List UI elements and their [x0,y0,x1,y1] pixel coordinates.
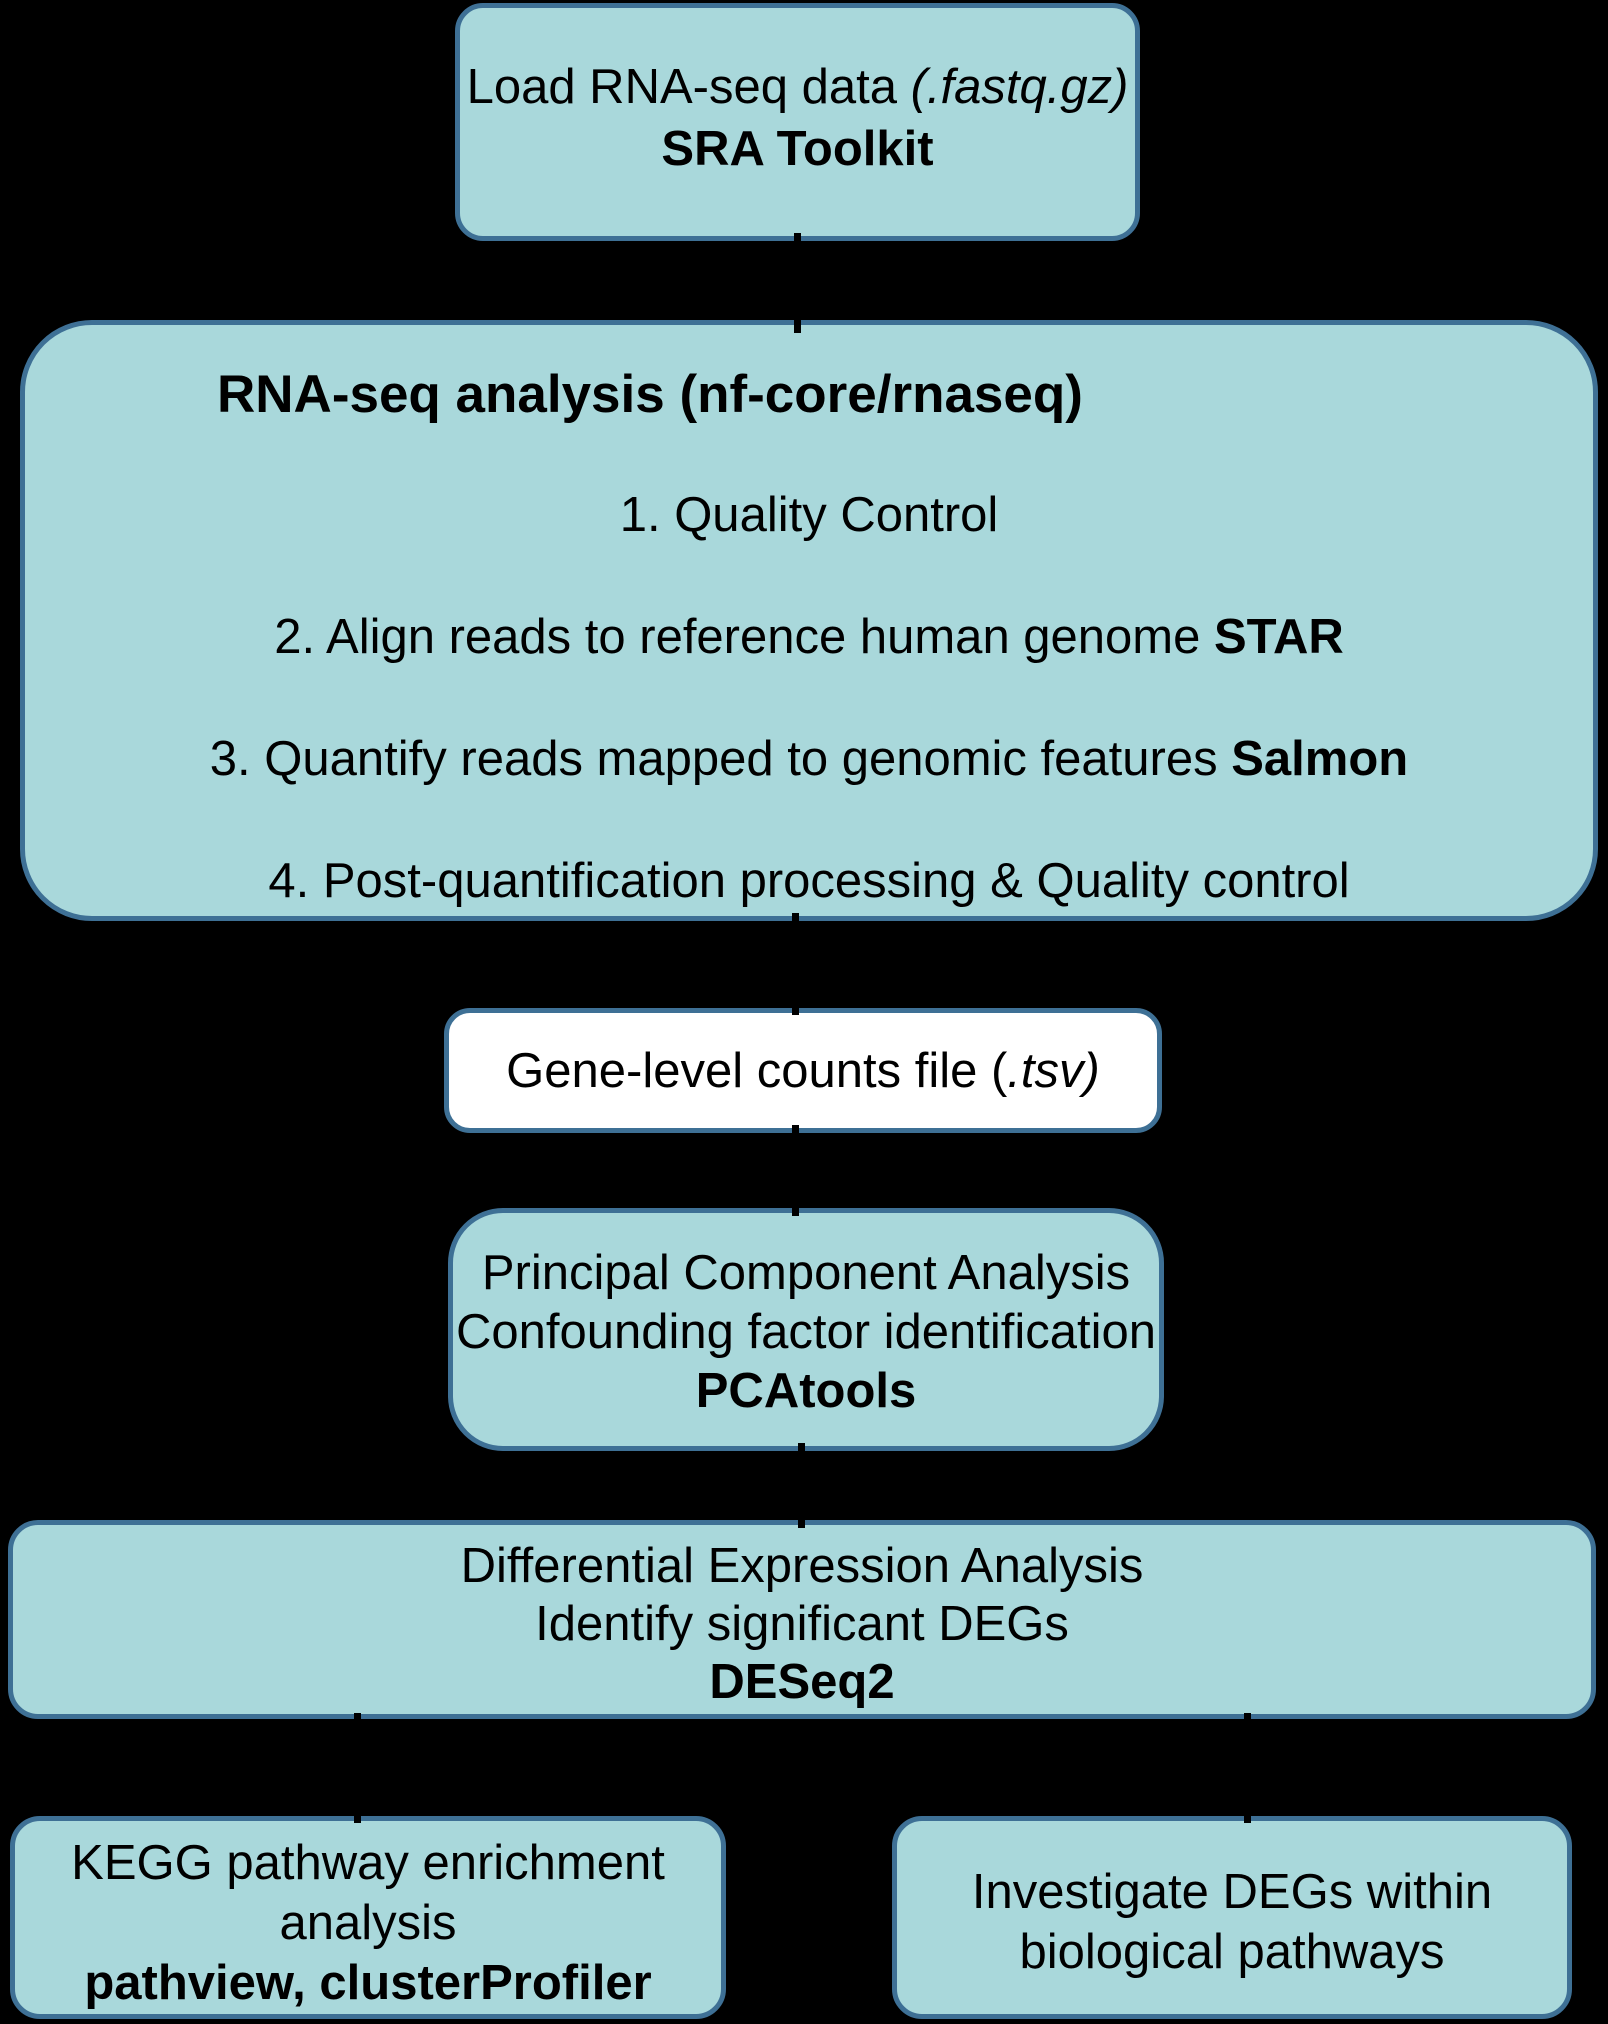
node-pca: Principal Component Analysis Confounding… [448,1208,1164,1451]
pipeline-step-2: 2. Align reads to reference human genome… [25,606,1593,668]
pipeline-step-2-text: 2. Align reads to reference human genome [274,610,1214,664]
pca-tool: PCAtools [695,1364,917,1418]
pipeline-step-4: 4. Post-quantification processing & Qual… [25,850,1593,912]
counts-file-format: .tsv) [1007,1043,1100,1098]
connector-dea-to-pathways [1244,1713,1251,1823]
pipeline-step-3: 3. Quantify reads mapped to genomic feat… [25,728,1593,790]
pca-line-1: Principal Component Analysis [481,1246,1131,1300]
dea-line-1: Differential Expression Analysis [460,1538,1144,1593]
connector-dea-to-kegg [354,1713,361,1823]
pipeline-step-3-tool: Salmon [1231,732,1409,786]
load-data-file-format: (.fastq.gz) [910,60,1129,114]
pipeline-title: RNA-seq analysis (nf-core/rnaseq) [217,365,1083,424]
node-investigate-degs: Investigate DEGs within biological pathw… [892,1816,1572,2019]
pipeline-step-1-text: 1. Quality Control [619,488,999,542]
node-differential-expression: Differential Expression Analysis Identif… [8,1520,1596,1719]
counts-file-text: Gene-level counts file ( [506,1043,1008,1098]
pathways-line-2: biological pathways [1019,1924,1445,1979]
connector-pca-to-dea [798,1443,805,1528]
pipeline-step-2-tool: STAR [1214,610,1344,664]
load-data-tool: SRA Toolkit [661,122,934,176]
node-gene-level-counts-file: Gene-level counts file (.tsv) [444,1008,1162,1133]
pipeline-step-1: 1. Quality Control [25,484,1593,546]
load-data-text: Load RNA-seq data [466,60,911,114]
kegg-tool: pathview, clusterProfiler [84,1955,652,2010]
kegg-line-1: KEGG pathway enrichment [71,1835,665,1890]
pipeline-step-4-text: 4. Post-quantification processing & Qual… [268,854,1350,908]
dea-tool: DESeq2 [709,1654,895,1709]
node-load-rnaseq-data: Load RNA-seq data (.fastq.gz) SRA Toolki… [455,3,1140,241]
pca-line-2: Confounding factor identification [455,1305,1157,1359]
pathways-line-1: Investigate DEGs within [971,1864,1493,1919]
connector-counts-to-pca [792,1125,799,1216]
node-rnaseq-analysis-pipeline: RNA-seq analysis (nf-core/rnaseq) 1. Qua… [20,320,1598,921]
node-kegg-enrichment: KEGG pathway enrichment analysis pathvie… [10,1816,726,2019]
connector-pipeline-to-counts [792,913,799,1015]
pipeline-step-3-text: 3. Quantify reads mapped to genomic feat… [209,732,1232,786]
kegg-line-2: analysis [279,1895,457,1950]
load-data-line: Load RNA-seq data (.fastq.gz) [467,56,1129,118]
connector-load-to-pipeline [794,233,801,333]
dea-line-2: Identify significant DEGs [535,1596,1069,1651]
counts-file-line: Gene-level counts file (.tsv) [506,1040,1100,1102]
